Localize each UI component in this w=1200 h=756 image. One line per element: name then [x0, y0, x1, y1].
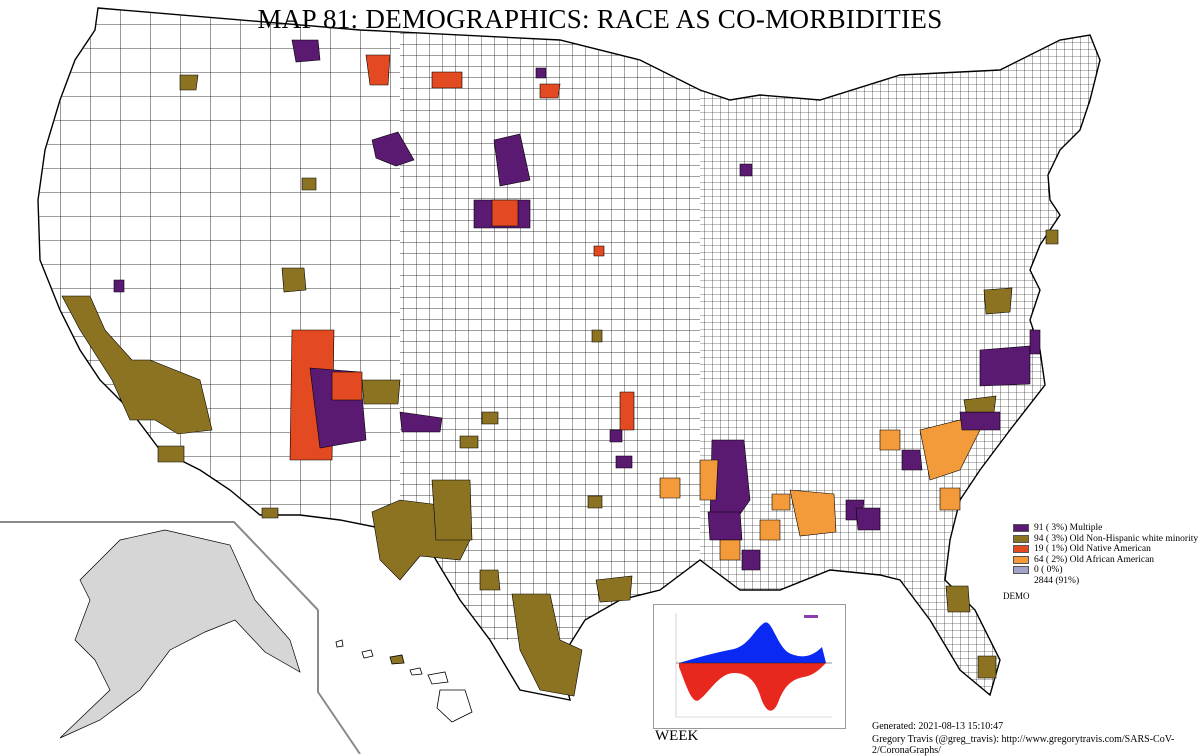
- highlighted-county-old-african-american: [879, 429, 901, 451]
- author-credit: Gregory Travis (@greg_travis): http://ww…: [872, 734, 1175, 756]
- highlighted-county-multiple: [609, 429, 623, 443]
- highlighted-county-old-non-hispanic-white-minority: [481, 411, 499, 425]
- highlighted-county-old-native-american: [491, 199, 519, 227]
- legend-label: 0 ( 0%): [1034, 565, 1063, 575]
- highlighted-county-old-non-hispanic-white-minority: [591, 329, 603, 343]
- highlighted-county-multiple: [739, 163, 753, 177]
- highlighted-county-old-non-hispanic-white-minority: [361, 379, 401, 405]
- highlighted-county-multiple: [959, 411, 1001, 431]
- legend-item-none: 0 ( 0%): [1013, 565, 1198, 576]
- highlighted-county-multiple: [493, 133, 531, 187]
- highlighted-county-multiple: [399, 411, 443, 433]
- highlighted-county-multiple: [855, 507, 881, 531]
- alaska-inset-frame: [0, 521, 319, 611]
- highlighted-county-old-non-hispanic-white-minority: [963, 395, 997, 413]
- highlighted-county-old-native-american: [365, 54, 391, 86]
- legend-swatch-white-minority: [1013, 534, 1029, 543]
- highlighted-county-old-non-hispanic-white-minority: [977, 655, 997, 679]
- highlighted-county-old-native-american: [331, 371, 363, 401]
- inset-chart-svg: [675, 613, 832, 718]
- legend-item-old-african-american: 64 ( 2%) Old African American: [1013, 555, 1198, 566]
- legend-swatch-multiple: [1013, 524, 1029, 533]
- legend-swatch-native-american: [1013, 545, 1029, 554]
- legend-label: 91 ( 3%) Multiple: [1034, 523, 1103, 533]
- highlighted-county-old-non-hispanic-white-minority: [157, 445, 185, 463]
- legend-swatch-none: [1013, 566, 1029, 575]
- inset-week-chart: [653, 604, 846, 729]
- highlighted-county-multiple: [291, 39, 321, 63]
- legend-item-old-non-hispanic-white-minority: 94 ( 3%) Old Non-Hispanic white minority: [1013, 534, 1198, 545]
- highlighted-county-old-non-hispanic-white-minority: [983, 287, 1013, 315]
- highlighted-county-multiple: [901, 449, 923, 471]
- highlighted-county-old-african-american: [789, 489, 837, 537]
- highlighted-county-old-non-hispanic-white-minority: [179, 74, 199, 91]
- highlighted-county-old-non-hispanic-white-minority: [587, 495, 603, 509]
- highlighted-county-multiple: [1029, 329, 1041, 355]
- legend-item-multiple: 91 ( 3%) Multiple: [1013, 523, 1198, 534]
- highlighted-county-old-native-american: [431, 71, 463, 89]
- highlighted-county-multiple: [979, 345, 1031, 387]
- highlighted-county-old-non-hispanic-white-minority: [511, 593, 583, 697]
- highlighted-county-multiple: [615, 455, 633, 469]
- highlighted-county-multiple: [741, 549, 761, 571]
- highlighted-county-old-native-american: [539, 83, 561, 99]
- legend-label: 2844 (91%): [1034, 575, 1080, 586]
- highlighted-county-old-non-hispanic-white-minority: [281, 267, 307, 293]
- highlighted-county-multiple: [371, 131, 415, 167]
- highlighted-county-old-african-american: [759, 519, 781, 541]
- highlighted-county-old-non-hispanic-white-minority: [1045, 229, 1059, 245]
- highlighted-county-old-non-hispanic-white-minority: [459, 435, 479, 449]
- highlighted-county-old-non-hispanic-white-minority: [479, 569, 501, 591]
- legend-field-label: DEMO: [1003, 591, 1030, 601]
- highlighted-county-old-non-hispanic-white-minority: [301, 177, 317, 191]
- highlighted-county-multiple: [709, 439, 751, 521]
- highlighted-county-old-african-american: [719, 539, 741, 561]
- inset-chart-label: WEEK: [655, 728, 699, 744]
- page-title: MAP 81: DEMOGRAPHICS: RACE AS CO-MORBIDI…: [257, 4, 943, 34]
- legend-item-old-native-american: 19 ( 1%) Old Native American: [1013, 544, 1198, 555]
- highlighted-county-old-non-hispanic-white-minority: [945, 585, 971, 613]
- highlighted-county-old-african-american: [699, 459, 719, 501]
- highlighted-county-old-non-hispanic-white-minority: [61, 295, 213, 435]
- hawaii-shape: [335, 639, 473, 723]
- legend-swatch-blank: [1013, 577, 1029, 585]
- highlighted-county-old-african-american: [771, 493, 791, 511]
- hawaii-inset-frame: [317, 610, 361, 754]
- highlighted-county-old-non-hispanic-white-minority: [431, 479, 473, 541]
- legend-label: 64 ( 2%) Old African American: [1034, 554, 1155, 565]
- legend-item-blank: 2844 (91%): [1013, 576, 1198, 587]
- highlighted-county-old-native-american: [593, 245, 605, 257]
- legend-label: 94 ( 3%) Old Non-Hispanic white minority: [1034, 533, 1199, 544]
- highlighted-county-multiple: [535, 67, 547, 79]
- chart-negative-area: [679, 663, 826, 711]
- highlighted-county-multiple: [113, 279, 125, 293]
- highlighted-county-old-african-american: [919, 419, 981, 481]
- legend-label: 19 ( 1%) Old Native American: [1034, 544, 1151, 554]
- legend-swatch-african-american: [1013, 555, 1029, 564]
- highlighted-county-old-african-american: [659, 477, 681, 499]
- highlighted-county-old-native-american: [619, 391, 635, 431]
- highlighted-county-old-african-american: [939, 487, 961, 511]
- county-highlights: [61, 39, 1059, 697]
- highlighted-county-multiple: [707, 511, 743, 541]
- chart-positive-area: [679, 622, 826, 663]
- alaska-shape: [59, 529, 301, 739]
- generated-timestamp: Generated: 2021-08-13 15:10:47: [872, 721, 1004, 732]
- highlighted-county-old-non-hispanic-white-minority: [595, 575, 633, 603]
- highlighted-county-old-non-hispanic-white-minority: [261, 507, 279, 519]
- legend: 91 ( 3%) Multiple 94 ( 3%) Old Non-Hispa…: [1013, 523, 1198, 586]
